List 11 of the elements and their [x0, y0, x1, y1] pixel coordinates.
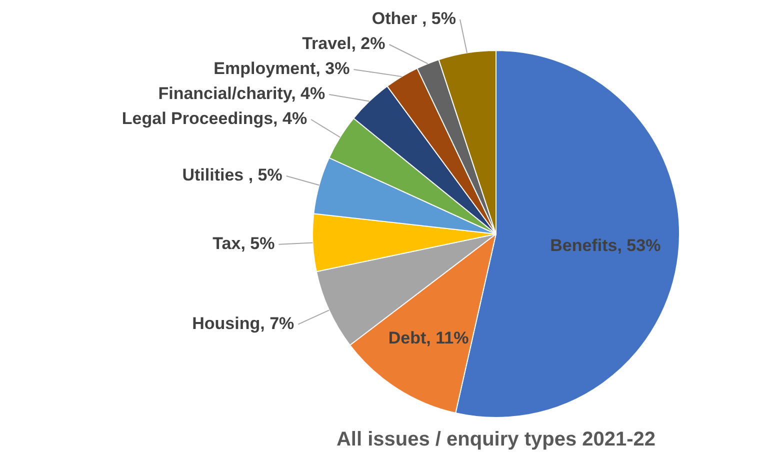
slice-label: Benefits, 53% — [550, 236, 661, 255]
text: All issues / enquiry types 2021-22 — [336, 428, 656, 451]
slice-label: Other , 5% — [372, 9, 456, 28]
slice-label: Financial/charity, 4% — [158, 84, 326, 104]
slice-label: Employment, 3% — [214, 59, 350, 78]
slice-label: Debt, 11% — [388, 328, 469, 348]
slice-label: Legal Proceedings, 4% — [122, 109, 308, 128]
slice-label: Housing, 7% — [192, 314, 294, 334]
slice-label: Travel, 2% — [302, 34, 386, 54]
slice-label: Utilities , 5% — [182, 166, 282, 185]
slice-label: Tax, 5% — [212, 234, 275, 254]
